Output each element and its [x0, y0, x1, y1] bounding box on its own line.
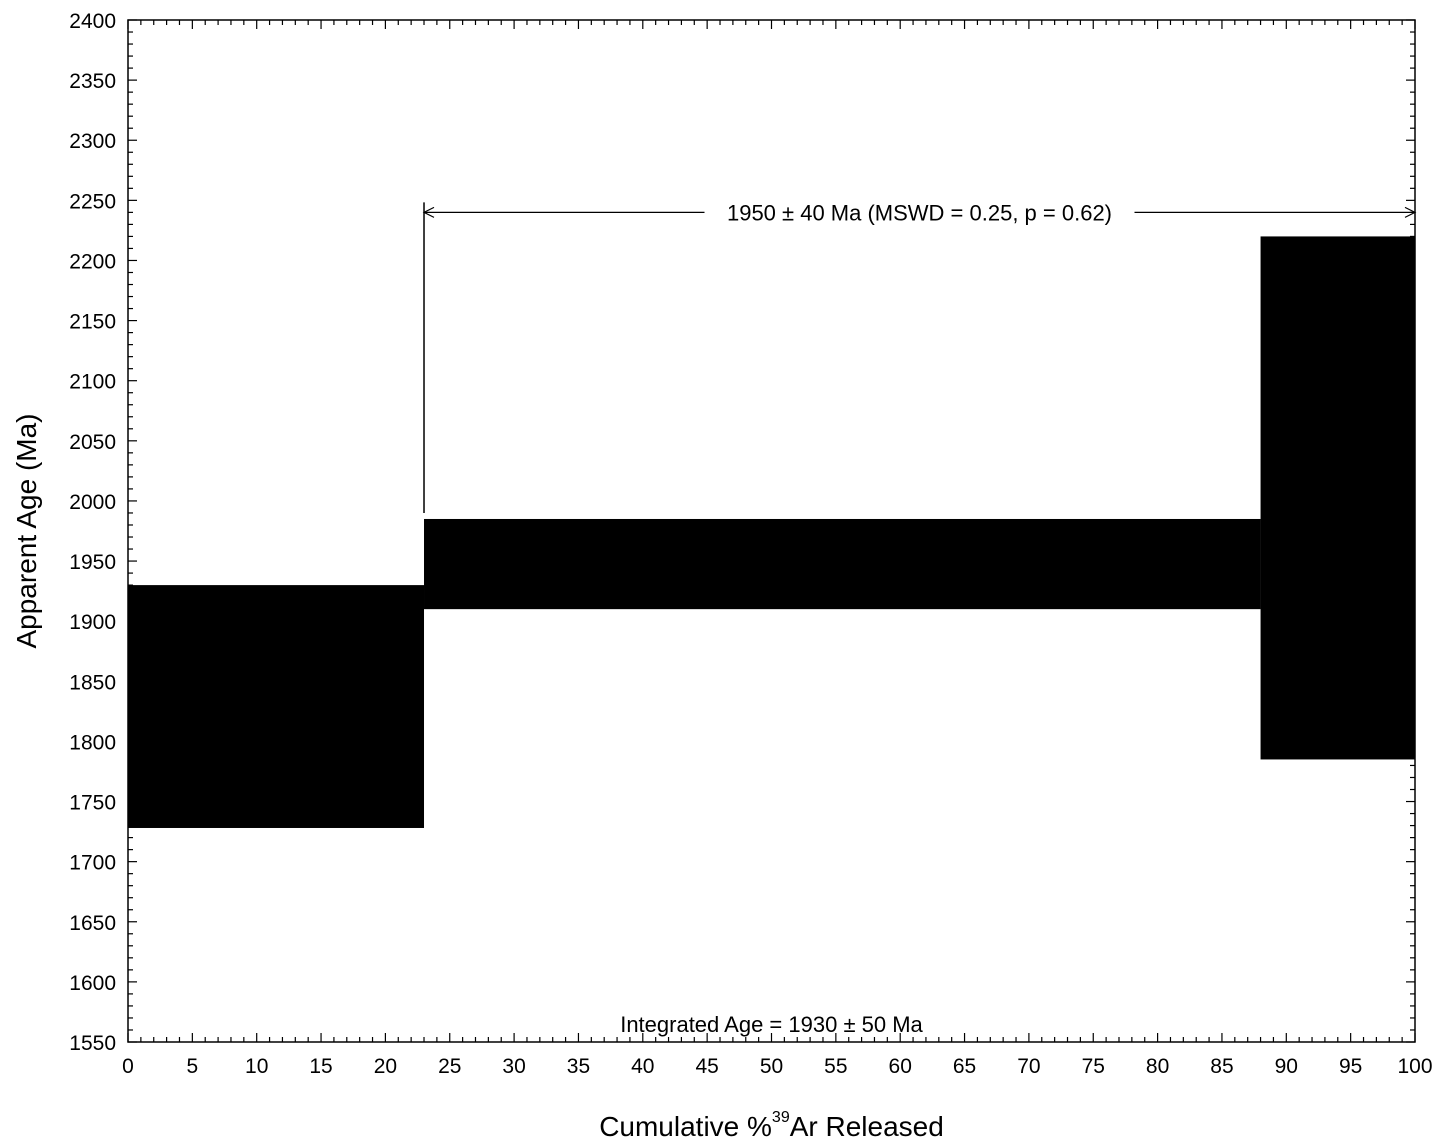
x-tick-label: 35	[567, 1055, 590, 1078]
x-tick-label: 75	[1082, 1055, 1105, 1078]
x-axis-title-superscript: 39	[772, 1109, 790, 1126]
y-tick-label: 1800	[69, 731, 116, 754]
x-tick-label: 20	[374, 1055, 397, 1078]
y-tick-label: 1900	[69, 611, 116, 634]
step-bar-1	[128, 585, 425, 828]
y-tick-label: 1700	[69, 852, 116, 875]
arrowhead-right-icon	[1404, 206, 1417, 218]
y-tick-label: 1750	[69, 792, 116, 815]
step-bars	[128, 236, 1415, 828]
x-tick-labels: 0 5 10 15 20 25 30 35 40 45 50 55 60 65 70 75 80 85 90 95 10…	[122, 1055, 1432, 1078]
y-tick-label: 2100	[69, 371, 116, 394]
step-bar-3	[1260, 236, 1415, 760]
x-tick-label: 80	[1146, 1055, 1169, 1078]
y-tick-label: 1650	[69, 912, 116, 935]
arrowhead-left-icon	[422, 206, 435, 218]
plot-frame	[127, 19, 1416, 1043]
y-tick-label: 2300	[69, 130, 116, 153]
x-axis-title: Cumulative %39Ar Released	[599, 1109, 944, 1142]
y-tick-label: 1550	[69, 1032, 116, 1055]
y-tick-label: 1950	[69, 551, 116, 574]
y-tick-label: 2050	[69, 431, 116, 454]
plateau-annotation: 1950 ± 40 Ma (MSWD = 0.25, p = 0.62)	[422, 200, 1417, 513]
step-bar-2	[424, 518, 1261, 610]
y-tick-label: 2150	[69, 311, 116, 334]
y-tick-label: 2350	[69, 70, 116, 93]
x-tick-label: 70	[1017, 1055, 1040, 1078]
x-tick-label: 90	[1275, 1055, 1298, 1078]
x-tick-label: 45	[695, 1055, 718, 1078]
integrated-age-label: Integrated Age = 1930 ± 50 Ma	[620, 1012, 923, 1037]
x-tick-label: 5	[187, 1055, 199, 1078]
plateau-age-label: 1950 ± 40 Ma (MSWD = 0.25, p = 0.62)	[727, 200, 1112, 225]
x-tick-label: 100	[1397, 1055, 1432, 1078]
x-tick-label: 65	[953, 1055, 976, 1078]
x-tick-label: 30	[502, 1055, 525, 1078]
x-tick-label: 85	[1210, 1055, 1233, 1078]
y-tick-labels: 1550 1600 1650 1700 1750 1800 1850 1900 1950 2000…	[69, 10, 116, 1055]
y-tick-label: 1600	[69, 972, 116, 995]
x-tick-label: 10	[245, 1055, 268, 1078]
y-tick-label: 2250	[69, 190, 116, 213]
y-tick-label: 1850	[69, 671, 116, 694]
x-tick-label: 0	[122, 1055, 134, 1078]
y-tick-label: 2400	[69, 10, 116, 33]
y-axis-title: Apparent Age (Ma)	[11, 413, 42, 648]
x-axis-title-main: Cumulative %	[599, 1111, 772, 1142]
x-axis-title-suffix: Ar Released	[790, 1111, 944, 1142]
x-tick-label: 55	[824, 1055, 847, 1078]
y-tick-label: 2200	[69, 250, 116, 273]
x-tick-label: 60	[889, 1055, 912, 1078]
x-tick-label: 15	[309, 1055, 332, 1078]
x-tick-label: 25	[438, 1055, 461, 1078]
x-tick-label: 50	[760, 1055, 783, 1078]
x-tick-label: 95	[1339, 1055, 1362, 1078]
y-tick-label: 2000	[69, 491, 116, 514]
x-tick-label: 40	[631, 1055, 654, 1078]
